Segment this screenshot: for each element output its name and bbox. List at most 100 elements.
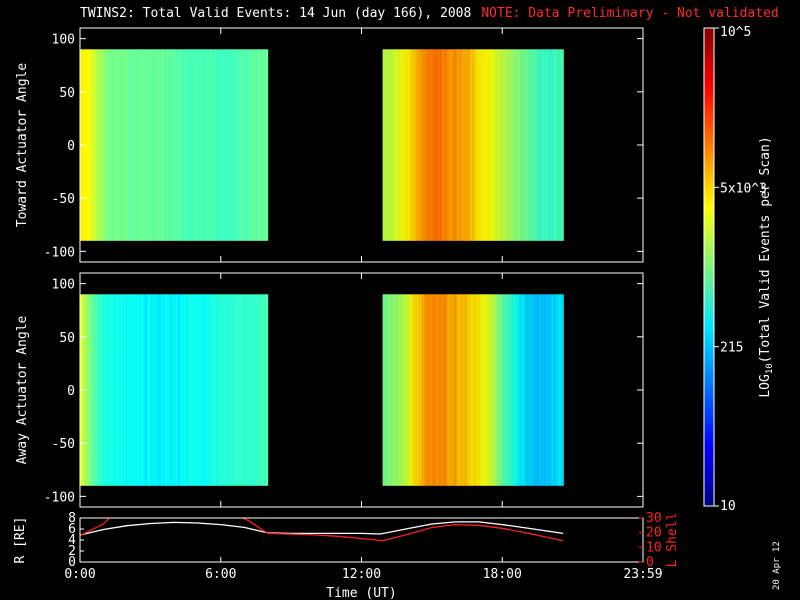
heatmap-column	[139, 294, 141, 486]
heatmap-column	[501, 294, 503, 486]
heatmap-column	[425, 294, 427, 486]
heatmap-column	[130, 294, 132, 486]
heatmap-column	[561, 49, 563, 241]
heatmap-column	[256, 49, 258, 241]
heatmap-column	[525, 49, 527, 241]
heatmap-column	[213, 294, 215, 486]
heatmap-column	[104, 49, 106, 241]
heatmap-column	[189, 294, 191, 486]
heatmap-column	[245, 294, 247, 486]
heatmap-column	[187, 49, 189, 241]
heatmap-column	[112, 49, 114, 241]
heatmap-column	[523, 294, 525, 486]
heatmap-column	[222, 49, 224, 241]
heatmap-column	[87, 294, 89, 486]
heatmap-column	[138, 49, 140, 241]
heatmap-column	[221, 294, 223, 486]
heatmap-column	[465, 49, 467, 241]
heatmap-column	[383, 294, 385, 486]
heatmap-column	[263, 49, 265, 241]
heatmap-column	[528, 294, 530, 486]
heatmap-column	[550, 49, 552, 241]
heatmap-column	[88, 294, 90, 486]
heatmap-column	[118, 49, 120, 241]
heatmap-column	[400, 49, 402, 241]
heatmap-column	[217, 49, 219, 241]
heatmap-column	[179, 294, 181, 486]
heatmap-column	[111, 294, 113, 486]
heatmap-column	[246, 49, 248, 241]
heatmap-column	[86, 294, 88, 486]
heatmap-column	[495, 294, 497, 486]
heatmap-column	[398, 294, 400, 486]
heatmap-column	[259, 49, 261, 241]
heatmap-column	[143, 294, 145, 486]
heatmap-column	[112, 294, 114, 486]
heatmap-column	[154, 49, 156, 241]
heatmap-column	[159, 49, 161, 241]
heatmap-column	[89, 49, 91, 241]
heatmap-column	[241, 49, 243, 241]
heatmap-column	[495, 49, 497, 241]
heatmap-column	[152, 49, 154, 241]
heatmap-column	[185, 294, 187, 486]
heatmap-column	[185, 49, 187, 241]
heatmap-column	[484, 49, 486, 241]
heatmap-column	[419, 294, 421, 486]
heatmap-column	[238, 49, 240, 241]
heatmap-column	[230, 294, 232, 486]
heatmap-column	[454, 49, 456, 241]
heatmap-column	[91, 49, 93, 241]
heatmap-column	[470, 49, 472, 241]
heatmap-column	[488, 294, 490, 486]
l-shell-line	[241, 518, 564, 542]
heatmap-column	[254, 49, 256, 241]
heatmap-column	[469, 294, 471, 486]
heatmap-column	[100, 294, 102, 486]
heatmap-column	[387, 294, 389, 486]
heatmap-column	[117, 294, 119, 486]
heatmap-column	[165, 294, 167, 486]
heatmap-column	[491, 294, 493, 486]
heatmap-column	[400, 294, 402, 486]
heatmap-column	[226, 49, 228, 241]
heatmap-column	[200, 294, 202, 486]
heatmap-column	[92, 49, 94, 241]
heatmap-column	[164, 294, 166, 486]
heatmap-column	[120, 294, 122, 486]
heatmap-column	[515, 294, 517, 486]
r-tick-label: 8	[68, 511, 76, 526]
heatmap-column	[231, 294, 233, 486]
heatmap-column	[236, 49, 238, 241]
heatmap-column	[256, 294, 258, 486]
heatmap-column	[420, 49, 422, 241]
heatmap-column	[422, 49, 424, 241]
heatmap-column	[538, 294, 540, 486]
heatmap-column	[394, 294, 396, 486]
y-tick-label: 0	[67, 139, 75, 154]
heatmap-column	[466, 294, 468, 486]
colorbar-tick-label: 10^5	[720, 25, 751, 40]
heatmap-column	[138, 294, 140, 486]
heatmap-column	[441, 294, 443, 486]
heatmap-column	[420, 294, 422, 486]
heatmap-column	[427, 294, 429, 486]
heatmap-column	[474, 294, 476, 486]
heatmap-column	[557, 294, 559, 486]
heatmap-column	[92, 294, 94, 486]
heatmap-column	[556, 49, 558, 241]
heatmap-column	[413, 294, 415, 486]
heatmap-column	[452, 294, 454, 486]
heatmap-column	[162, 49, 164, 241]
heatmap-column	[171, 49, 173, 241]
heatmap-column	[155, 294, 157, 486]
heatmap-column	[135, 49, 137, 241]
heatmap-column	[559, 49, 561, 241]
heatmap-column	[497, 49, 499, 241]
heatmap-column	[529, 49, 531, 241]
heatmap-column	[481, 49, 483, 241]
heatmap-column	[438, 49, 440, 241]
heatmap-column	[460, 294, 462, 486]
heatmap-column	[224, 49, 226, 241]
colorbar-tick-label: 215	[720, 341, 743, 356]
